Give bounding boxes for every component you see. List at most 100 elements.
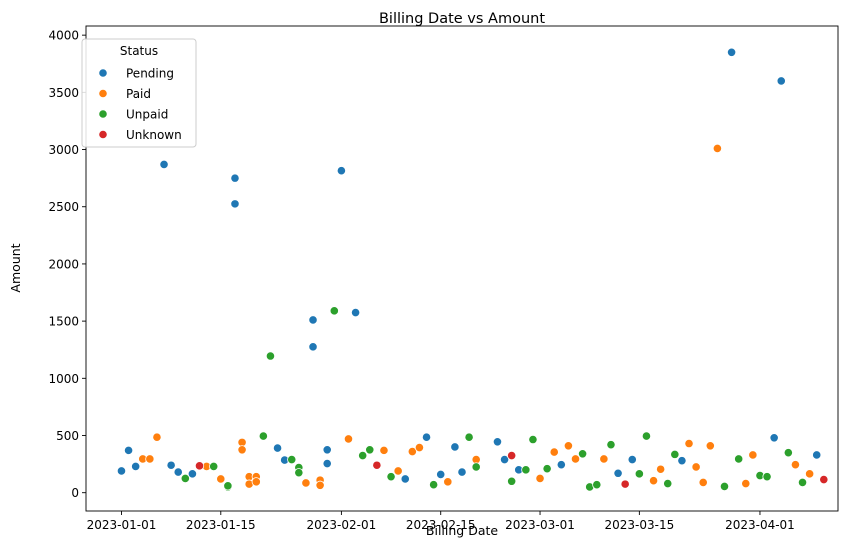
legend-box <box>81 38 197 148</box>
data-point-paid <box>691 462 701 472</box>
data-point-paid <box>301 478 311 488</box>
data-point-pending <box>322 445 332 455</box>
legend-marker-unpaid <box>98 109 108 119</box>
data-point-paid <box>251 477 261 487</box>
data-point-pending <box>457 467 467 477</box>
data-point-paid <box>741 478 751 489</box>
chart-title: Billing Date vs Amount <box>379 11 545 27</box>
data-point-unpaid <box>223 481 233 491</box>
legend-title: Status <box>120 44 158 58</box>
x-axis-ticks: 2023-01-01 2023-01-15 2023-02-01 2023-02-15… <box>87 511 795 532</box>
legend-marker-paid <box>98 88 108 99</box>
legend-label: Pending <box>126 67 174 81</box>
data-point-unpaid <box>294 468 304 478</box>
data-point-pending <box>776 76 786 86</box>
data-point-unpaid <box>521 465 531 475</box>
data-point-paid <box>656 464 666 474</box>
data-point-pending <box>492 437 503 447</box>
data-point-pending <box>726 47 737 57</box>
data-point-pending <box>556 460 566 470</box>
y-tick-label: 500 <box>56 429 79 443</box>
data-point-paid <box>705 441 715 451</box>
data-point-unpaid <box>528 434 538 445</box>
legend-marker-pending <box>98 68 108 78</box>
y-axis-ticks: 0 500 1000 1500 2000 2500 3000 3500 4000 <box>48 29 86 500</box>
y-axis-label: Amount <box>8 243 23 292</box>
data-point-pending <box>421 432 432 442</box>
data-point-paid <box>790 460 801 470</box>
data-point-unpaid <box>634 469 644 479</box>
plot-area <box>116 47 829 492</box>
data-point-unknown <box>507 450 517 461</box>
data-point-unpaid <box>663 478 673 489</box>
data-point-pending <box>308 342 318 352</box>
data-point-pending <box>230 173 240 183</box>
data-point-unknown <box>372 460 382 470</box>
data-point-unpaid <box>287 454 297 465</box>
y-tick-label: 2500 <box>48 200 79 214</box>
data-point-paid <box>805 469 815 479</box>
data-point-paid <box>152 432 162 442</box>
data-point-pending <box>173 467 183 477</box>
series-unknown <box>194 450 829 489</box>
x-tick-label: 2023-01-01 <box>87 518 157 532</box>
series-pending <box>116 47 822 484</box>
data-point-paid <box>684 438 694 449</box>
data-point-unpaid <box>507 476 517 486</box>
data-point-pending <box>812 450 822 460</box>
data-point-paid <box>145 454 155 464</box>
x-tick-label: 2023-02-15 <box>406 518 476 532</box>
data-point-paid <box>599 454 609 464</box>
data-point-unknown <box>620 479 630 489</box>
data-point-unpaid <box>542 464 552 474</box>
data-point-paid <box>535 473 545 483</box>
data-point-paid <box>648 476 659 486</box>
legend-label: Unpaid <box>126 108 168 122</box>
data-point-paid <box>407 446 417 457</box>
data-point-pending <box>187 469 198 479</box>
data-point-paid <box>570 454 581 464</box>
data-point-unknown <box>194 461 205 471</box>
data-point-pending <box>627 454 637 465</box>
data-point-pending <box>450 442 460 452</box>
data-point-unpaid <box>429 480 439 490</box>
data-point-unpaid <box>209 461 219 471</box>
legend: Status Pending Paid Unpaid Unknown <box>81 38 197 148</box>
data-point-unpaid <box>797 477 808 488</box>
data-point-pending <box>308 315 318 325</box>
data-point-paid <box>393 466 403 476</box>
y-tick-label: 1500 <box>48 315 79 329</box>
data-point-pending <box>769 433 779 443</box>
data-point-pending <box>436 469 446 479</box>
data-point-paid <box>549 447 559 457</box>
series-paid <box>138 143 815 490</box>
data-point-pending <box>166 460 176 470</box>
data-point-unpaid <box>329 306 339 316</box>
data-point-unpaid <box>783 448 793 458</box>
x-tick-label: 2023-03-01 <box>505 518 575 532</box>
data-point-pending <box>322 458 332 469</box>
series-unpaid <box>180 306 808 492</box>
data-point-pending <box>131 461 141 471</box>
data-point-unpaid <box>670 449 680 459</box>
data-point-unpaid <box>358 450 368 461</box>
x-axis-label: Billing Date <box>426 523 498 538</box>
data-point-unpaid <box>641 431 652 441</box>
data-point-unpaid <box>365 445 375 455</box>
data-point-pending <box>336 166 346 176</box>
data-point-pending <box>613 468 623 478</box>
axes-frame <box>85 25 839 512</box>
data-point-paid <box>563 441 574 451</box>
data-point-unpaid <box>265 351 276 361</box>
data-point-paid <box>698 477 708 488</box>
data-point-paid <box>414 442 425 453</box>
y-tick-label: 2000 <box>48 257 79 271</box>
data-point-pending <box>677 456 687 466</box>
data-point-unpaid <box>471 462 481 472</box>
data-point-paid <box>748 450 758 460</box>
data-point-pending <box>123 445 134 455</box>
data-point-paid <box>237 445 247 455</box>
data-point-pending <box>499 454 510 465</box>
data-point-paid <box>379 445 389 455</box>
data-point-paid <box>315 480 325 490</box>
